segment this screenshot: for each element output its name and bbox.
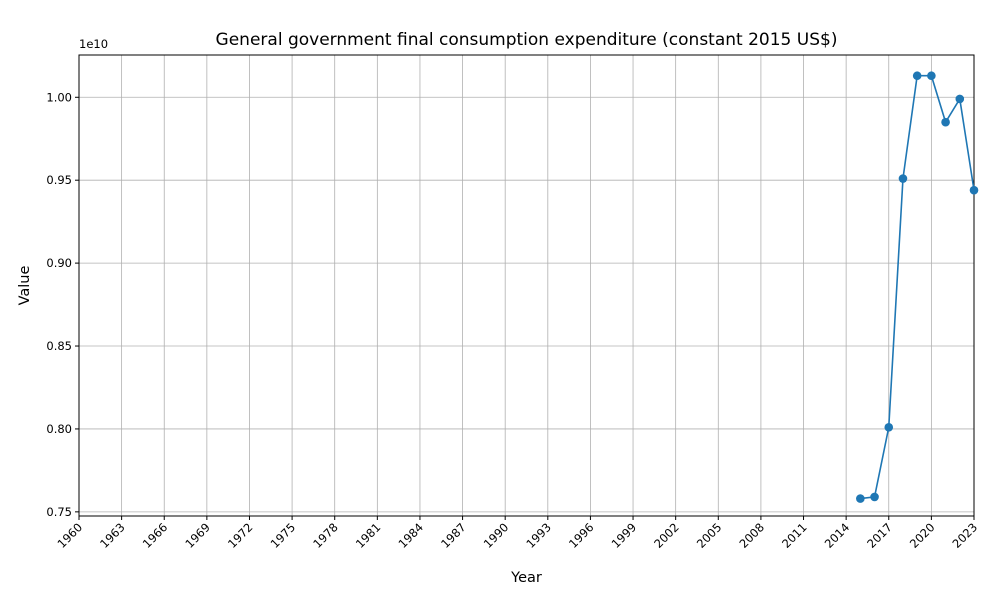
x-tick-label: 1978 bbox=[310, 520, 341, 551]
plot-frame bbox=[78, 54, 975, 517]
x-tick-label: 1960 bbox=[55, 520, 86, 551]
x-tick-label: 2011 bbox=[779, 520, 810, 551]
x-tick-label: 1990 bbox=[481, 520, 512, 551]
x-tick-label: 2002 bbox=[651, 520, 682, 551]
x-tick-label: 2008 bbox=[736, 520, 767, 551]
series-line bbox=[860, 74, 975, 500]
x-tick-label: 2005 bbox=[694, 520, 725, 551]
x-tick-label: 1972 bbox=[225, 520, 256, 551]
x-tick-label: 1969 bbox=[182, 520, 213, 551]
x-tick-label: 1966 bbox=[140, 520, 171, 551]
y-offset-label: 1e10 bbox=[79, 37, 108, 51]
x-tick-label: 1999 bbox=[609, 520, 640, 551]
data-point bbox=[898, 174, 908, 183]
data-point bbox=[884, 422, 894, 432]
series-layer bbox=[856, 71, 979, 503]
data-point bbox=[941, 117, 950, 127]
x-axis: 1960 1963 1966 1969 1972 1975 1978 1981 1984 1987… bbox=[55, 516, 981, 551]
data-point bbox=[912, 71, 922, 81]
data-point bbox=[955, 94, 965, 104]
x-tick-label: 1963 bbox=[97, 520, 128, 551]
y-tick-label: 1.00 bbox=[46, 90, 72, 104]
data-point bbox=[927, 71, 936, 81]
y-tick-label: 0.95 bbox=[46, 173, 72, 187]
x-tick-label: 2017 bbox=[864, 520, 895, 551]
x-tick-label: 1981 bbox=[353, 520, 384, 551]
grid bbox=[78, 55, 975, 516]
x-axis-label: Year bbox=[510, 570, 542, 586]
data-point bbox=[969, 185, 979, 195]
y-tick-label: 0.85 bbox=[46, 339, 72, 353]
x-tick-label: 1993 bbox=[523, 520, 554, 551]
y-tick-label: 0.80 bbox=[46, 422, 72, 436]
y-axis-label: Value bbox=[17, 266, 33, 306]
x-tick-label: 1984 bbox=[395, 520, 426, 551]
chart-title: General government final consumption exp… bbox=[216, 30, 838, 50]
y-axis: 0.75 0.80 0.85 0.90 0.95 1.00 bbox=[46, 90, 79, 519]
data-point bbox=[870, 492, 879, 502]
x-tick-label: 1996 bbox=[566, 520, 597, 551]
y-tick-label: 0.75 bbox=[46, 505, 72, 519]
y-tick-label: 0.90 bbox=[46, 256, 72, 270]
x-tick-label: 1987 bbox=[438, 520, 469, 551]
x-tick-label: 1975 bbox=[268, 520, 299, 551]
x-tick-label: 2023 bbox=[950, 520, 981, 551]
data-point bbox=[856, 494, 865, 503]
x-tick-label: 2014 bbox=[822, 520, 853, 551]
x-tick-label: 2020 bbox=[907, 520, 938, 551]
